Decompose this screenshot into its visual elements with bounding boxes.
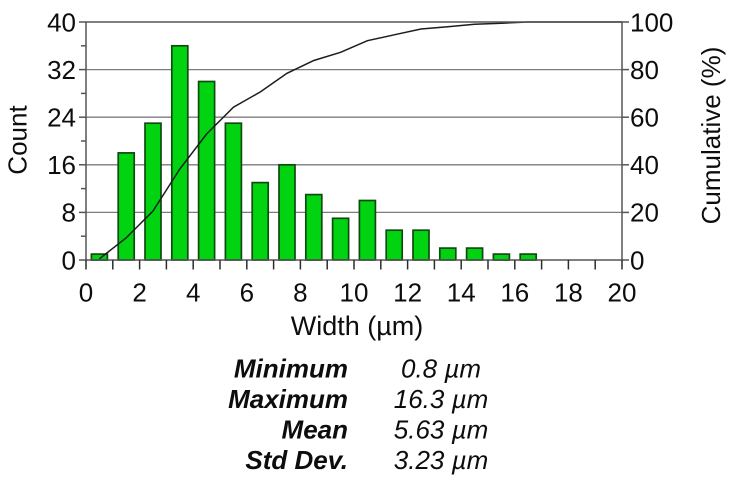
svg-text:0: 0 bbox=[79, 278, 93, 308]
svg-text:20: 20 bbox=[608, 278, 637, 308]
svg-text:Cumulative (%): Cumulative (%) bbox=[696, 47, 726, 225]
svg-text:8: 8 bbox=[293, 278, 307, 308]
svg-text:Mean: Mean bbox=[282, 415, 348, 445]
svg-text:80: 80 bbox=[630, 55, 659, 85]
svg-text:20: 20 bbox=[630, 198, 659, 228]
svg-text:5.63 µm: 5.63 µm bbox=[394, 415, 488, 445]
svg-text:10: 10 bbox=[340, 278, 369, 308]
svg-text:100: 100 bbox=[630, 7, 673, 37]
svg-text:60: 60 bbox=[630, 103, 659, 133]
svg-text:16.3 µm: 16.3 µm bbox=[394, 384, 488, 414]
svg-text:0: 0 bbox=[630, 245, 644, 275]
svg-text:16: 16 bbox=[47, 150, 76, 180]
svg-text:24: 24 bbox=[47, 103, 76, 133]
svg-text:18: 18 bbox=[554, 278, 583, 308]
svg-text:3.23 µm: 3.23 µm bbox=[394, 445, 488, 475]
svg-text:32: 32 bbox=[47, 55, 76, 85]
svg-text:0: 0 bbox=[62, 245, 76, 275]
svg-text:6: 6 bbox=[240, 278, 254, 308]
svg-text:4: 4 bbox=[186, 278, 200, 308]
svg-text:12: 12 bbox=[393, 278, 422, 308]
svg-text:16: 16 bbox=[500, 278, 529, 308]
svg-text:40: 40 bbox=[47, 7, 76, 37]
svg-text:2: 2 bbox=[132, 278, 146, 308]
svg-text:8: 8 bbox=[62, 198, 76, 228]
svg-text:Minimum: Minimum bbox=[234, 354, 348, 384]
svg-text:Width (µm): Width (µm) bbox=[291, 311, 424, 341]
svg-text:Count: Count bbox=[3, 105, 33, 175]
svg-text:14: 14 bbox=[447, 278, 476, 308]
svg-text:Std Dev.: Std Dev. bbox=[245, 445, 348, 475]
svg-text:Maximum: Maximum bbox=[228, 384, 348, 414]
svg-text:40: 40 bbox=[630, 150, 659, 180]
svg-text:0.8 µm: 0.8 µm bbox=[401, 354, 481, 384]
